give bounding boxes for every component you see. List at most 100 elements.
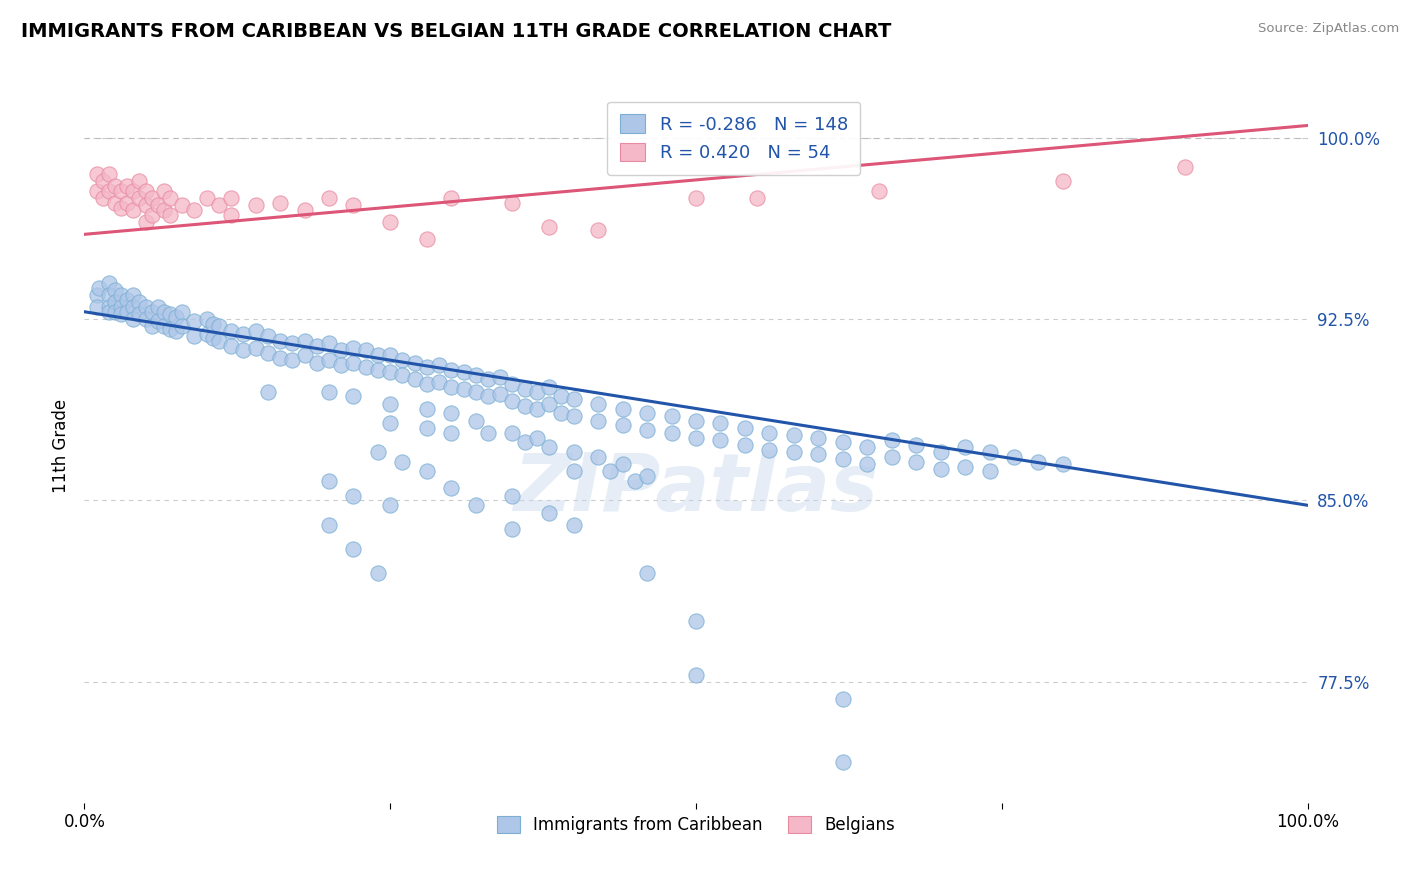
Point: [905, 455, 928, 469]
Point: [219, 324, 242, 338]
Point: [318, 353, 340, 368]
Point: [110, 307, 132, 321]
Point: [257, 384, 280, 399]
Point: [294, 203, 316, 218]
Point: [122, 203, 145, 218]
Point: [831, 691, 853, 706]
Point: [380, 498, 402, 512]
Point: [104, 178, 127, 193]
Point: [342, 198, 364, 212]
Point: [294, 334, 316, 348]
Point: [183, 314, 205, 328]
Point: [232, 326, 254, 341]
Point: [380, 397, 402, 411]
Point: [172, 319, 194, 334]
Point: [245, 341, 267, 355]
Point: [709, 433, 731, 447]
Point: [1002, 450, 1025, 464]
Point: [146, 198, 169, 212]
Point: [305, 338, 328, 352]
Point: [115, 304, 138, 318]
Point: [97, 304, 120, 318]
Point: [502, 523, 524, 537]
Point: [318, 191, 340, 205]
Point: [342, 355, 364, 369]
Point: [758, 442, 780, 457]
Point: [330, 358, 353, 372]
Point: [783, 428, 806, 442]
Point: [562, 464, 585, 478]
Point: [91, 174, 114, 188]
Point: [538, 397, 561, 411]
Point: [219, 208, 242, 222]
Point: [416, 401, 439, 416]
Point: [526, 384, 548, 399]
Point: [404, 372, 426, 386]
Point: [257, 346, 280, 360]
Point: [183, 329, 205, 343]
Point: [1052, 457, 1074, 471]
Point: [562, 409, 585, 423]
Point: [440, 481, 463, 495]
Point: [1174, 160, 1197, 174]
Point: [807, 447, 830, 461]
Point: [342, 389, 364, 403]
Point: [380, 416, 402, 430]
Point: [195, 326, 218, 341]
Point: [86, 288, 108, 302]
Point: [159, 321, 181, 335]
Y-axis label: 11th Grade: 11th Grade: [52, 399, 70, 493]
Point: [135, 300, 157, 314]
Point: [550, 389, 572, 403]
Point: [586, 450, 609, 464]
Point: [427, 358, 450, 372]
Point: [416, 421, 439, 435]
Point: [856, 440, 879, 454]
Text: Source: ZipAtlas.com: Source: ZipAtlas.com: [1258, 22, 1399, 36]
Point: [159, 191, 181, 205]
Point: [562, 517, 585, 532]
Point: [91, 191, 114, 205]
Point: [208, 319, 231, 334]
Point: [538, 440, 561, 454]
Point: [122, 312, 145, 326]
Point: [905, 438, 928, 452]
Point: [135, 215, 157, 229]
Point: [342, 341, 364, 355]
Point: [367, 445, 389, 459]
Point: [734, 421, 756, 435]
Point: [550, 406, 572, 420]
Point: [110, 201, 132, 215]
Point: [502, 394, 524, 409]
Point: [427, 375, 450, 389]
Point: [104, 195, 127, 210]
Point: [464, 384, 486, 399]
Point: [183, 203, 205, 218]
Point: [281, 336, 304, 351]
Point: [141, 208, 163, 222]
Point: [232, 343, 254, 358]
Point: [269, 351, 291, 365]
Point: [440, 363, 463, 377]
Point: [489, 370, 512, 384]
Point: [526, 431, 548, 445]
Point: [135, 184, 157, 198]
Point: [502, 425, 524, 440]
Point: [562, 445, 585, 459]
Point: [115, 293, 138, 307]
Point: [929, 445, 952, 459]
Point: [489, 387, 512, 401]
Point: [562, 392, 585, 406]
Point: [153, 184, 176, 198]
Text: IMMIGRANTS FROM CARIBBEAN VS BELGIAN 11TH GRADE CORRELATION CHART: IMMIGRANTS FROM CARIBBEAN VS BELGIAN 11T…: [21, 22, 891, 41]
Point: [104, 295, 127, 310]
Point: [104, 283, 127, 297]
Point: [953, 440, 976, 454]
Point: [135, 198, 157, 212]
Point: [201, 317, 224, 331]
Point: [538, 380, 561, 394]
Point: [165, 324, 187, 338]
Point: [831, 755, 853, 769]
Point: [734, 438, 756, 452]
Point: [86, 184, 108, 198]
